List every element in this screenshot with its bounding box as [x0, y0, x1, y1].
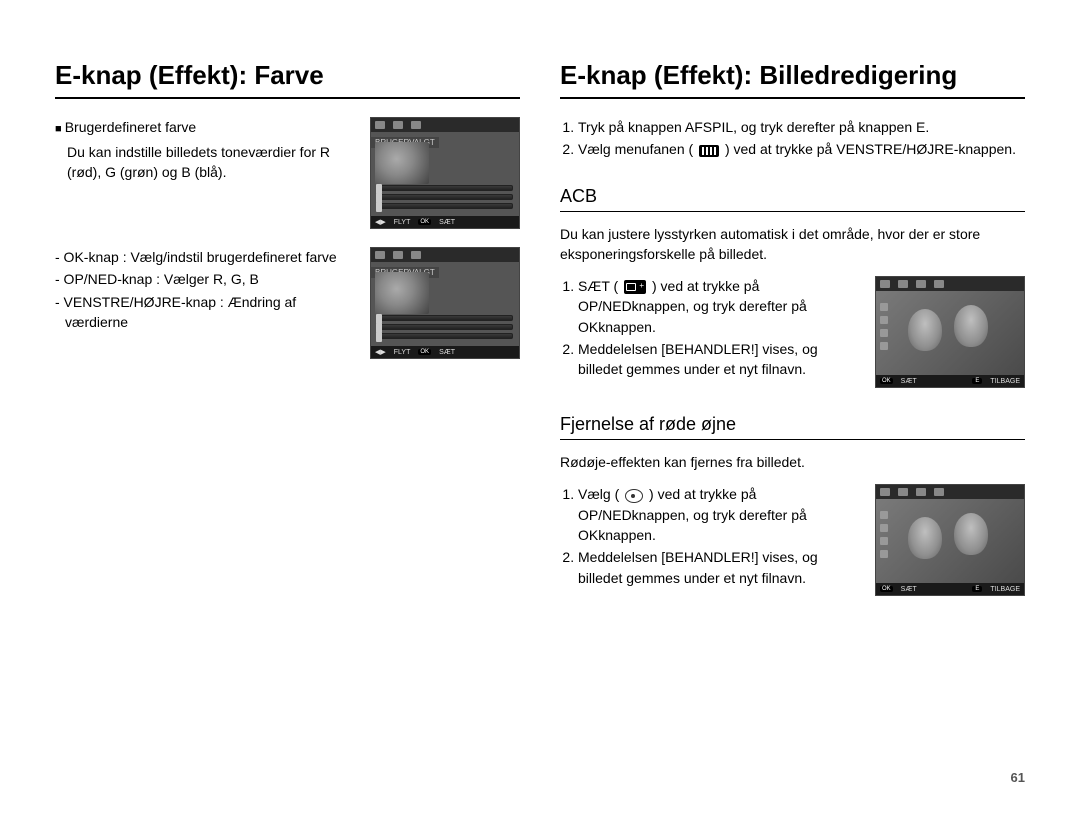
redeye-block: Vælg ( ) ved at trykke på OP/NEDknappen,… [560, 484, 1025, 596]
bullet-ok: - OK-knap : Vælg/indstil brugerdefineret… [55, 247, 354, 267]
redeye-body: Rødøje-effekten kan fjernes fra billedet… [560, 452, 1025, 472]
redeye-step-1: Vælg ( ) ved at trykke på OP/NEDknappen,… [578, 484, 859, 545]
right-title: E-knap (Effekt): Billedredigering [560, 60, 1025, 99]
acb-step-1: SÆT ( ) ved at trykke på OP/NEDknappen, … [578, 276, 859, 337]
camera-screenshot-sliders-2: BRUGERVALGT ◀▶FLYT OK SÆT [370, 247, 520, 359]
shot-move: FLYT [394, 219, 411, 226]
redeye-steps: Vælg ( ) ved at trykke på OP/NEDknappen,… [560, 484, 859, 596]
page-columns: E-knap (Effekt): Farve Brugerdefineret f… [55, 60, 1025, 614]
redeye-heading: Fjernelse af røde øjne [560, 414, 1025, 440]
intro-step-1: Tryk på knappen AFSPIL, og tryk derefter… [578, 117, 1025, 137]
camera-screenshot-redeye: RØDØJE-FIX OK SÆT E TILBAGE [875, 484, 1025, 596]
acb-heading: ACB [560, 186, 1025, 212]
acb-steps: SÆT ( ) ved at trykke på OP/NEDknappen, … [560, 276, 859, 388]
camera-screenshot-acb: ACB OK SÆT E TILBAGE [875, 276, 1025, 388]
page-number: 61 [1011, 770, 1025, 785]
acb-block: SÆT ( ) ved at trykke på OP/NEDknappen, … [560, 276, 1025, 388]
custom-color-keys: - OK-knap : Vælg/indstil brugerdefineret… [55, 247, 354, 359]
custom-color-text: Brugerdefineret farve Du kan indstille b… [55, 117, 354, 229]
custom-color-block: Brugerdefineret farve Du kan indstille b… [55, 117, 520, 229]
shot-ok: OK [418, 219, 431, 225]
camera-screenshot-sliders-1: BRUGERVALGT ◀▶FLYT OK SÆT [370, 117, 520, 229]
custom-color-body: Du kan indstille billedets toneværdier f… [67, 142, 354, 183]
menu-tab-icon [699, 145, 719, 157]
intro-step-2: Vælg menufanen ( ) ved at trykke på VENS… [578, 139, 1025, 159]
shot-set: SÆT [439, 219, 455, 226]
custom-color-heading: Brugerdefineret farve [55, 117, 354, 138]
right-column: E-knap (Effekt): Billedredigering Tryk p… [560, 60, 1025, 614]
acb-body: Du kan justere lysstyrken automatisk i d… [560, 224, 1025, 265]
acb-step-2: Meddelelsen [BEHANDLER!] vises, og bille… [578, 339, 859, 380]
acb-icon [624, 280, 646, 294]
left-title: E-knap (Effekt): Farve [55, 60, 520, 99]
redeye-step-2: Meddelelsen [BEHANDLER!] vises, og bille… [578, 547, 859, 588]
left-column: E-knap (Effekt): Farve Brugerdefineret f… [55, 60, 520, 614]
custom-color-keys-block: - OK-knap : Vælg/indstil brugerdefineret… [55, 247, 520, 359]
bullet-leftright: - VENSTRE/HØJRE-knap : Ændring af værdie… [55, 292, 354, 333]
bullet-updown: - OP/NED-knap : Vælger R, G, B [55, 269, 354, 289]
intro-steps: Tryk på knappen AFSPIL, og tryk derefter… [560, 117, 1025, 160]
redeye-icon [625, 489, 643, 503]
